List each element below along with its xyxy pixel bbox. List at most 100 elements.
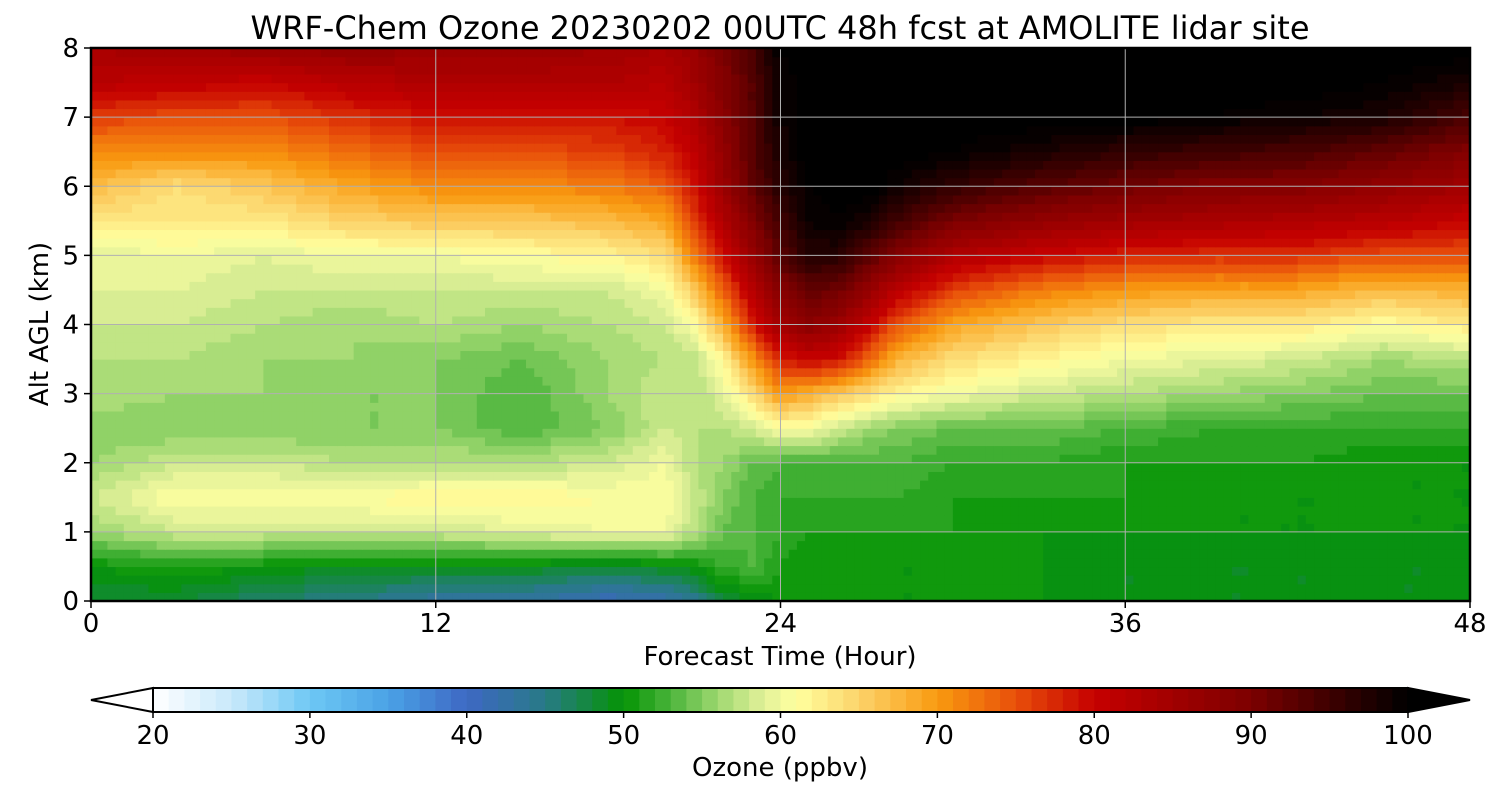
ozone-cell — [1117, 428, 1126, 438]
ozone-cell — [837, 410, 847, 421]
ozone-cell — [279, 488, 289, 498]
ozone-cell — [345, 428, 355, 438]
ozone-cell — [993, 402, 1003, 412]
ozone-cell — [91, 350, 100, 360]
ozone-cell — [312, 566, 322, 576]
ozone-cell — [320, 393, 330, 403]
ozone-cell — [550, 514, 560, 524]
ozone-cell — [673, 540, 683, 550]
ozone-cell — [780, 367, 790, 377]
ozone-cell — [370, 402, 379, 412]
ozone-cell — [887, 462, 897, 472]
ozone-cell — [936, 454, 946, 464]
ozone-cell — [755, 359, 765, 369]
ozone-cell — [665, 531, 675, 542]
ozone-cell — [1149, 480, 1159, 490]
ozone-cell — [1067, 549, 1077, 559]
ozone-cell — [575, 376, 585, 386]
ozone-cell — [156, 566, 166, 576]
ozone-cell — [731, 445, 741, 455]
ozone-cell — [1371, 575, 1381, 585]
ozone-cell — [788, 350, 798, 360]
ozone-cell — [1461, 557, 1471, 568]
ozone-cell — [1322, 376, 1332, 386]
ozone-cell — [928, 471, 938, 481]
ozone-cell — [345, 575, 355, 585]
ozone-cell — [632, 376, 642, 386]
ozone-cell — [805, 359, 814, 369]
ozone-cell — [1453, 583, 1463, 593]
ozone-cell — [476, 428, 486, 438]
ozone-cell — [1100, 480, 1110, 490]
ozone-cell — [1223, 350, 1233, 360]
ozone-cell — [1149, 428, 1159, 438]
ozone-cell — [1125, 514, 1135, 524]
ozone-cell — [1355, 445, 1364, 455]
ozone-cell — [682, 410, 691, 421]
ozone-cell — [345, 445, 355, 455]
ozone-cell — [140, 523, 150, 533]
ozone-cell — [542, 583, 552, 593]
ozone-cell — [443, 514, 453, 524]
ozone-cell — [1297, 367, 1307, 377]
ozone-cell — [542, 419, 552, 429]
ozone-cell — [1264, 480, 1274, 490]
ozone-cell — [1273, 549, 1282, 559]
ozone-cell — [1133, 359, 1143, 369]
ozone-cell — [1026, 540, 1036, 550]
ozone-cell — [1305, 393, 1315, 403]
ozone-cell — [1215, 505, 1225, 516]
ozone-cell — [608, 367, 617, 377]
ozone-cell — [575, 514, 585, 524]
ozone-cell — [616, 480, 626, 490]
ozone-cell — [1149, 497, 1159, 507]
ozone-cell — [854, 488, 864, 498]
ozone-cell — [1420, 350, 1430, 360]
ozone-cell — [698, 471, 708, 481]
ozone-cell — [1158, 393, 1167, 403]
ozone-cell — [632, 497, 642, 507]
ozone-cell — [1059, 419, 1069, 429]
ozone-cell — [632, 523, 642, 533]
ozone-cell — [1248, 384, 1258, 395]
ozone-cell — [558, 575, 568, 585]
ozone-cell — [320, 566, 330, 576]
ozone-cell — [419, 592, 429, 602]
ozone-cell — [1412, 575, 1422, 585]
ozone-cell — [920, 531, 929, 542]
ozone-cell — [288, 471, 297, 481]
ozone-cell — [452, 566, 461, 576]
ozone-cell — [476, 359, 486, 369]
ozone-cell — [879, 557, 888, 568]
ozone-cell — [755, 497, 765, 507]
ozone-cell — [558, 402, 568, 412]
ozone-cell — [1281, 514, 1291, 524]
ozone-cell — [468, 341, 478, 352]
ozone-cell — [115, 583, 125, 593]
ozone-cell — [501, 384, 511, 395]
ozone-cell — [780, 402, 790, 412]
ozone-cell — [846, 445, 855, 455]
ozone-cell — [1166, 540, 1176, 550]
ozone-cell — [411, 393, 420, 403]
ozone-cell — [1387, 480, 1397, 490]
ozone-cell — [1297, 557, 1307, 568]
ozone-cell — [189, 436, 199, 447]
ozone-cell — [1396, 523, 1405, 533]
ozone-cell — [1330, 523, 1340, 533]
ozone-cell — [345, 419, 355, 429]
ozone-cell — [1067, 445, 1077, 455]
ozone-cell — [993, 523, 1003, 533]
ozone-cell — [739, 359, 749, 369]
ozone-cell — [665, 376, 675, 386]
ozone-cell — [550, 488, 560, 498]
ozone-cell — [509, 419, 519, 429]
ozone-cell — [1281, 583, 1291, 593]
ozone-cell — [205, 592, 215, 602]
ozone-cell — [1026, 531, 1036, 542]
ozone-cell — [829, 445, 839, 455]
ozone-cell — [608, 514, 617, 524]
ozone-cell — [1289, 497, 1299, 507]
ozone-cell — [493, 462, 503, 472]
ozone-cell — [1100, 497, 1110, 507]
